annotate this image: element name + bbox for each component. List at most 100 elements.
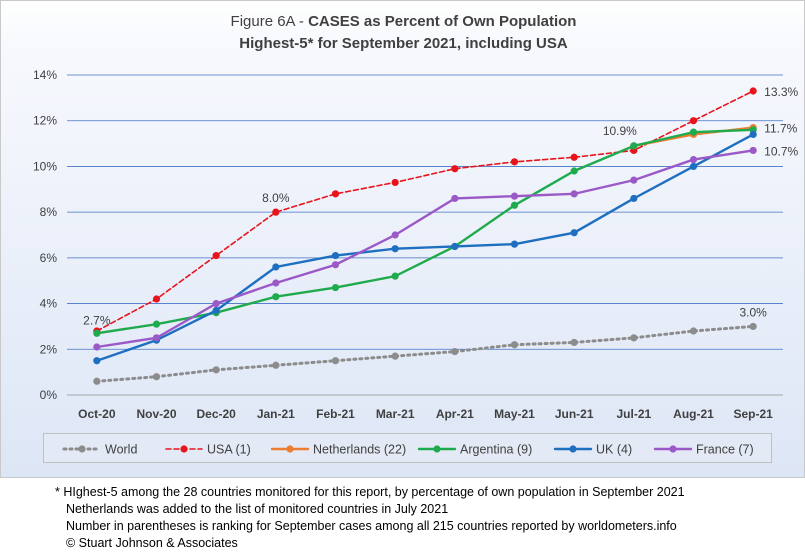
data-point-usa-1 [331,190,340,198]
data-point-usa-1 [510,158,519,166]
y-tick-label: 10% [33,159,57,173]
legend-label-usa-1: USA (1) [207,443,251,457]
data-point-argentina-9 [391,272,399,280]
annotation-label: 3.0% [739,305,767,319]
y-tick-label: 2% [40,342,58,356]
data-point-world [93,377,101,385]
data-point-france-7 [570,190,578,198]
x-tick-label: Aug-21 [673,407,714,421]
data-point-france-7 [212,299,220,308]
chart-area: Figure 6A - CASES as Percent of Own Popu… [0,0,805,478]
data-point-argentina-9 [272,293,280,301]
annotation-label: 10.9% [603,124,637,138]
series-line-france-7 [95,149,755,349]
x-tick-label: Dec-20 [196,407,236,421]
data-point-world [510,341,519,349]
legend-marker-netherlands-22 [286,445,294,453]
y-tick-label: 14% [33,68,57,82]
x-tick-label: Jan-21 [257,407,295,421]
footnote-line-4: © Stuart Johnson & Associates [66,536,238,550]
data-point-world [391,352,399,360]
data-point-world [331,357,340,365]
annotation-label: 11.7% [764,122,797,136]
data-point-france-7 [689,155,698,164]
chart-subtitle: Highest-5* for September 2021, including… [239,35,568,52]
data-point-france-7 [391,231,399,239]
legend-label-france-7: France (7) [696,443,754,457]
data-point-uk-4 [93,357,101,365]
data-point-france-7 [93,343,101,351]
data-point-usa-1 [272,208,280,216]
data-point-argentina-9 [93,329,101,337]
data-point-usa-1 [212,251,220,260]
data-point-world [689,327,698,335]
data-point-uk-4 [272,263,280,271]
data-point-france-7 [152,334,161,342]
data-point-uk-4 [689,162,698,171]
data-point-argentina-9 [689,128,698,136]
data-point-usa-1 [570,153,578,161]
y-tick-label: 6% [40,251,58,265]
series-line-uk-4 [95,133,755,362]
legend-label-argentina-9: Argentina (9) [460,443,532,457]
data-point-france-7 [451,194,459,203]
legend-marker-world [78,445,86,453]
data-point-uk-4 [510,240,519,248]
data-point-world [749,322,757,331]
x-tick-label: Jun-21 [555,407,594,421]
y-tick-label: 12% [33,114,57,128]
y-tick-label: 4% [40,297,58,311]
data-point-argentina-9 [331,283,340,292]
title-prefix: Figure 6A - [230,13,309,30]
data-point-world [630,334,638,342]
x-tick-label: Feb-21 [316,407,355,421]
footnote-line-3: Number in parentheses is ranking for Sep… [66,519,677,533]
x-tick-label: Apr-21 [436,407,474,421]
data-point-usa-1 [749,87,757,95]
legend-marker-uk-4 [569,445,577,453]
data-point-argentina-9 [152,320,161,328]
x-tick-label: Oct-20 [78,407,116,421]
data-point-world [272,361,280,369]
x-tick-label: Sep-21 [733,407,773,421]
legend-marker-france-7 [669,445,677,453]
data-point-uk-4 [391,245,399,253]
x-tick-label: Mar-21 [376,407,415,421]
annotation-label: 13.3% [764,85,798,99]
data-point-usa-1 [689,117,698,125]
y-tick-label: 8% [40,205,58,219]
legend-marker-usa-1 [180,445,188,453]
data-point-uk-4 [212,306,220,315]
x-tick-label: May-21 [494,407,535,421]
data-point-uk-4 [749,130,757,139]
legend-items: World USA (1) Netherlands (22) Argentina (9… [62,443,754,457]
legend-marker-argentina-9 [433,445,441,453]
data-point-uk-4 [630,194,638,203]
data-point-world [152,373,161,381]
data-point-france-7 [331,261,340,269]
plot-area: 0% 2% 4% 6% 8% 10% 12% 14% Oct-20 Nov-20 Dec-20 Jan… [33,68,799,421]
annotation-label: 8.0% [262,191,290,205]
data-point-usa-1 [391,178,399,187]
x-tick-label: Nov-20 [136,407,176,421]
annotation-label: 10.7% [764,144,798,158]
title-bold: CASES as Percent of Own Population [308,13,577,30]
data-point-argentina-9 [510,201,519,209]
data-point-france-7 [749,146,757,155]
data-point-uk-4 [331,251,340,260]
data-point-usa-1 [451,165,459,173]
y-tick-label: 0% [40,388,58,402]
legend: World USA (1) Netherlands (22) Argentina (9… [43,433,772,463]
data-point-world [451,347,459,356]
data-point-france-7 [630,176,638,184]
footnote-line-1: * HIghest-5 among the 28 countries monit… [55,485,685,499]
series-line-world [95,324,755,383]
x-tick-label: Jul-21 [616,407,651,421]
legend-label-uk-4: UK (4) [596,443,632,457]
legend-label-netherlands-22: Netherlands (22) [313,443,406,457]
data-point-france-7 [510,192,519,200]
footnote-line-2: Netherlands was added to the list of mon… [66,502,449,516]
data-point-usa-1 [152,295,161,303]
series-line-usa-1 [96,90,754,332]
data-point-france-7 [272,279,280,287]
